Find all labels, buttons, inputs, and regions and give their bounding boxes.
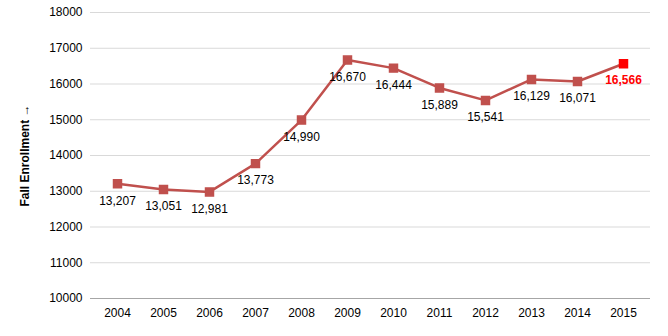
svg-text:14000: 14000 (49, 148, 83, 162)
svg-text:2012: 2012 (472, 306, 499, 320)
svg-text:13,051: 13,051 (145, 199, 182, 213)
svg-text:12,981: 12,981 (191, 202, 228, 216)
svg-text:15,541: 15,541 (467, 110, 504, 124)
svg-text:2011: 2011 (427, 306, 453, 320)
svg-text:2008: 2008 (288, 306, 315, 320)
svg-text:2004: 2004 (104, 306, 131, 320)
svg-text:16,071: 16,071 (559, 91, 596, 105)
svg-text:13,207: 13,207 (99, 194, 136, 208)
svg-text:16,129: 16,129 (513, 89, 550, 103)
svg-text:2014: 2014 (564, 306, 591, 320)
svg-text:13000: 13000 (49, 184, 83, 198)
svg-text:10000: 10000 (49, 291, 83, 305)
svg-text:2006: 2006 (196, 306, 223, 320)
svg-text:12000: 12000 (49, 220, 83, 234)
svg-text:17000: 17000 (49, 41, 83, 55)
svg-text:2013: 2013 (518, 306, 545, 320)
svg-text:13,773: 13,773 (237, 173, 274, 187)
svg-text:2009: 2009 (334, 306, 361, 320)
svg-text:2010: 2010 (380, 306, 407, 320)
svg-text:16,670: 16,670 (329, 70, 366, 84)
svg-text:15000: 15000 (49, 113, 83, 127)
svg-text:16,444: 16,444 (375, 78, 412, 92)
svg-text:2005: 2005 (150, 306, 177, 320)
svg-text:16000: 16000 (49, 77, 83, 91)
svg-text:2007: 2007 (242, 306, 269, 320)
svg-text:16,566: 16,566 (605, 73, 642, 87)
svg-text:14,990: 14,990 (283, 130, 320, 144)
svg-text:15,889: 15,889 (421, 98, 458, 112)
svg-text:2015: 2015 (610, 306, 637, 320)
svg-text:Fall Enrollment →: Fall Enrollment → (18, 104, 32, 206)
svg-text:18000: 18000 (49, 5, 83, 19)
svg-text:11000: 11000 (50, 256, 83, 270)
